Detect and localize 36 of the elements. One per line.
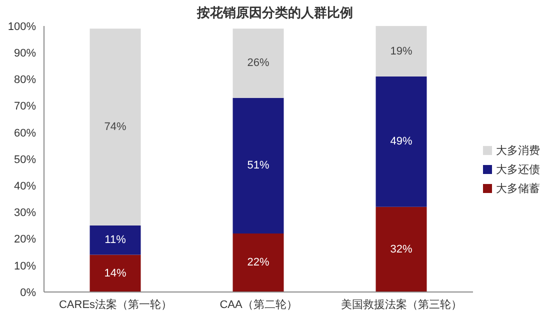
y-tick-label: 50% xyxy=(14,154,36,166)
data-label: 74% xyxy=(104,121,126,134)
y-tick-label: 80% xyxy=(14,74,36,86)
bar xyxy=(232,233,284,292)
data-label: 32% xyxy=(390,243,412,256)
y-tick-label: 70% xyxy=(14,100,36,113)
y-tick-label: 40% xyxy=(14,180,36,193)
y-tick-label: 100% xyxy=(8,20,36,33)
legend-label: 大多储蓄 xyxy=(496,182,540,196)
bar xyxy=(232,98,284,234)
bar xyxy=(90,28,141,226)
y-tick-label: 0% xyxy=(20,286,36,299)
bar xyxy=(90,226,141,255)
bar xyxy=(90,254,141,292)
data-label: 22% xyxy=(247,256,270,269)
data-label: 14% xyxy=(104,267,126,280)
data-label: 51% xyxy=(247,160,270,172)
y-tick-label: 20% xyxy=(14,234,36,246)
y-tick-label: 30% xyxy=(14,207,36,220)
data-label: 19% xyxy=(390,45,412,58)
y-tick-label: 90% xyxy=(14,48,36,60)
bar xyxy=(376,206,427,292)
legend-label: 大多还债 xyxy=(496,162,540,176)
bar xyxy=(232,28,284,98)
chart-title: 按花销原因分类的人群比例 xyxy=(196,4,354,22)
y-tick-label: 60% xyxy=(14,127,36,140)
x-tick-label: 美国救援法案（第三轮） xyxy=(341,298,462,311)
bar xyxy=(376,76,427,207)
y-tick-label: 10% xyxy=(14,260,36,272)
data-label: 26% xyxy=(247,57,270,70)
x-tick-label: CAA（第二轮） xyxy=(220,298,298,311)
legend-label: 大多消费 xyxy=(496,144,540,158)
data-label: 49% xyxy=(390,136,412,148)
bar xyxy=(376,26,427,77)
x-tick-label: CAREs法案（第一轮） xyxy=(58,298,172,311)
data-label: 11% xyxy=(104,234,126,246)
